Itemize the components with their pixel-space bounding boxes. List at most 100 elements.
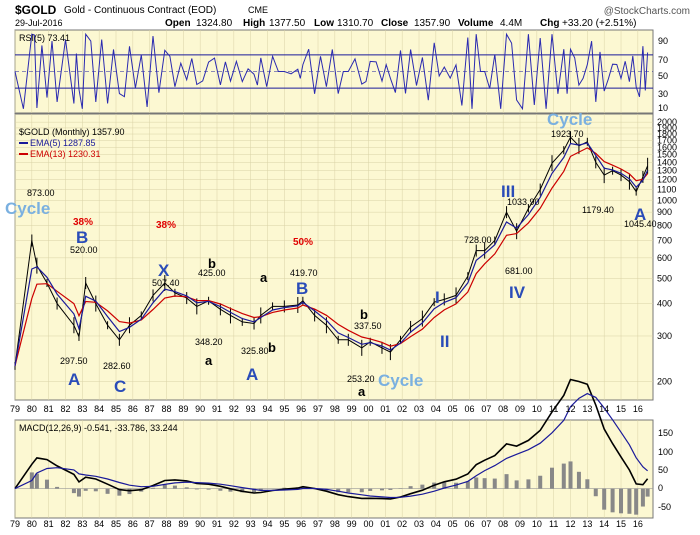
macd-histogram-bar	[94, 489, 98, 492]
macd-histogram-bar	[346, 489, 350, 493]
x-tick-label: 99	[347, 519, 357, 529]
x-tick-label: 80	[27, 519, 37, 529]
rsi-tick-90: 90	[658, 36, 668, 46]
symbol-label: $GOLD	[15, 3, 57, 17]
x-tick-label: 80	[27, 404, 37, 414]
macd-histogram-bar	[72, 489, 76, 494]
wave-label-minor: a	[260, 270, 268, 285]
x-tick-label: 07	[481, 404, 491, 414]
x-tick-label: 84	[94, 404, 104, 414]
macd-histogram-bar	[185, 487, 189, 488]
x-tick-label: 04	[431, 404, 441, 414]
x-tick-label: 86	[128, 404, 138, 414]
x-tick-label: 97	[313, 519, 323, 529]
x-tick-label: 79	[10, 404, 20, 414]
macd-histogram-bar	[611, 489, 615, 513]
macd-histogram-bar	[195, 489, 199, 490]
wave-label-cycle: Cycle	[547, 110, 592, 129]
x-tick-label: 07	[481, 519, 491, 529]
x-tick-label: 04	[431, 519, 441, 529]
price-tick-label: 600	[657, 253, 672, 263]
wave-label-fib: 50%	[293, 237, 313, 248]
price-annotation: 337.50	[354, 321, 382, 331]
macd-histogram-bar	[106, 489, 110, 494]
x-tick-label: 87	[145, 404, 155, 414]
price-annotation: 348.20	[195, 337, 223, 347]
x-tick-label: 01	[380, 519, 390, 529]
x-tick-label: 90	[195, 519, 205, 529]
macd-histogram-bar	[55, 487, 59, 489]
x-tick-label: 98	[330, 519, 340, 529]
macd-histogram-bar	[634, 489, 638, 515]
macd-histogram-bar	[207, 489, 211, 490]
x-tick-label: 16	[633, 404, 643, 414]
instrument-name: Gold - Continuous Contract (EOD)	[64, 5, 216, 16]
macd-histogram-bar	[77, 489, 81, 497]
x-tick-label: 01	[380, 404, 390, 414]
rsi-tick-50: 50	[658, 71, 668, 81]
x-tick-label: 99	[347, 404, 357, 414]
high-label: High	[243, 18, 265, 29]
x-tick-label: 92	[229, 519, 239, 529]
x-tick-label: 11	[549, 519, 558, 529]
macd-histogram-bar	[562, 464, 566, 489]
macd-histogram-bar	[388, 489, 392, 490]
macd-histogram-bar	[585, 479, 589, 488]
price-tick-label: 400	[657, 299, 672, 309]
wave-label-wave: A	[246, 365, 258, 384]
price-annotation: 325.80	[241, 346, 269, 356]
x-tick-label: 05	[448, 519, 458, 529]
price-annotation: 873.00	[27, 188, 55, 198]
legend-ema13: EMA(13) 1230.31	[30, 149, 101, 159]
x-tick-label: 82	[60, 519, 70, 529]
x-tick-label: 91	[212, 519, 222, 529]
wave-label-minor: a	[358, 384, 366, 399]
macd-histogram-bar	[409, 486, 413, 488]
macd-histogram-bar	[641, 489, 645, 507]
price-tick-label: 300	[657, 331, 672, 341]
x-tick-label: 00	[364, 404, 374, 414]
x-tick-label: 95	[279, 404, 289, 414]
price-annotation: 1923.70	[551, 129, 584, 139]
x-tick-label: 02	[397, 519, 407, 529]
wave-label-cycle: Cycle	[5, 199, 50, 218]
wave-label-wave: C	[114, 377, 126, 396]
x-tick-label: 94	[262, 404, 272, 414]
wave-label-wave: I	[435, 288, 440, 307]
x-tick-label: 83	[77, 404, 87, 414]
x-tick-label: 12	[566, 519, 576, 529]
volume-label: Volume	[458, 18, 494, 29]
x-tick-label: 89	[178, 519, 188, 529]
wave-label-wave: A	[68, 370, 80, 389]
x-tick-label: 89	[178, 404, 188, 414]
macd-histogram-bar	[526, 479, 530, 488]
x-tick-label: 87	[145, 519, 155, 529]
x-tick-label: 09	[515, 519, 525, 529]
macd-histogram-bar	[218, 489, 222, 491]
close-label: Close	[381, 18, 409, 29]
close-value: 1357.90	[414, 18, 451, 29]
macd-histogram-bar	[163, 485, 167, 489]
price-tick-label: 200	[657, 377, 672, 387]
macd-tick-minus50: -50	[658, 502, 671, 512]
x-tick-label: 95	[279, 519, 289, 529]
price-annotation: 282.60	[103, 361, 131, 371]
price-tick-label: 1000	[657, 195, 677, 205]
rsi-legend: RSI(5) 73.41	[19, 33, 70, 43]
x-tick-label: 08	[498, 404, 508, 414]
macd-histogram-bar	[420, 485, 424, 489]
macd-histogram-bar	[151, 488, 155, 489]
x-tick-label: 81	[44, 404, 54, 414]
x-tick-label: 06	[465, 519, 475, 529]
x-tick-label: 97	[313, 404, 323, 414]
x-tick-label: 03	[414, 519, 424, 529]
macd-panel	[15, 420, 653, 518]
price-tick-label: 500	[657, 273, 672, 283]
watermark: @StockCharts.com	[604, 6, 690, 17]
x-tick-label: 83	[77, 519, 87, 529]
open-value: 1324.80	[196, 18, 233, 29]
chg-label: Chg	[540, 18, 559, 29]
x-tick-label: 14	[599, 404, 609, 414]
macd-histogram-bar	[550, 468, 554, 489]
date-label: 29-Jul-2016	[15, 18, 63, 28]
